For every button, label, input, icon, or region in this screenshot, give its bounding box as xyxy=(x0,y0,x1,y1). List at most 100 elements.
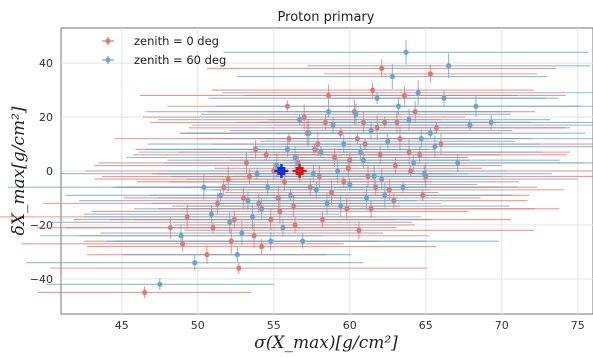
x-tick-label: 70 xyxy=(495,319,509,332)
legend-marker-zenith-60 xyxy=(105,57,111,63)
point-marker xyxy=(357,149,364,155)
data-point xyxy=(229,121,513,140)
point-marker xyxy=(178,233,184,239)
mean-marker xyxy=(292,164,307,178)
point-marker xyxy=(157,281,163,287)
tick-labels: 45 50 55 60 65 70 75 −40 −20 0 20 40 xyxy=(30,57,585,332)
data-point xyxy=(213,192,441,215)
point-marker xyxy=(473,103,479,109)
data-point xyxy=(83,204,340,224)
point-marker xyxy=(338,203,344,209)
point-marker xyxy=(208,211,215,217)
data-point xyxy=(26,255,364,271)
point-marker xyxy=(353,111,359,117)
data-point xyxy=(323,64,537,84)
point-marker xyxy=(284,146,291,153)
data-point xyxy=(158,113,441,126)
point-marker xyxy=(418,136,424,142)
mean-markers xyxy=(274,164,307,178)
point-marker xyxy=(328,189,335,196)
point-marker xyxy=(385,138,391,144)
data-point xyxy=(185,168,578,190)
legend-label-zenith-0: zenith = 0 deg xyxy=(134,34,219,48)
data-point xyxy=(200,103,511,126)
point-marker xyxy=(234,252,240,258)
data-point xyxy=(257,182,513,208)
y-tick-label: −40 xyxy=(30,273,53,286)
y-tick-label: 40 xyxy=(39,57,53,70)
data-point xyxy=(146,141,429,157)
point-marker xyxy=(259,206,265,212)
point-marker xyxy=(467,122,473,128)
data-point xyxy=(126,146,464,169)
point-marker xyxy=(488,119,494,126)
data-point xyxy=(275,127,586,140)
legend-entry-zenith-60: zenith = 60 deg xyxy=(102,53,226,67)
data-point xyxy=(211,82,534,98)
data-point xyxy=(202,180,431,200)
y-tick-label: 20 xyxy=(39,111,53,124)
data-point xyxy=(206,59,557,78)
data-point xyxy=(273,119,593,132)
legend: zenith = 0 deg zenith = 60 deg xyxy=(102,34,226,67)
point-marker xyxy=(280,225,286,231)
legend-label-zenith-60: zenith = 60 deg xyxy=(134,53,226,67)
data-point xyxy=(147,134,540,154)
data-point xyxy=(79,191,417,210)
x-tick-label: 65 xyxy=(419,319,433,332)
data-point xyxy=(47,211,413,234)
data-point xyxy=(296,164,552,183)
data-point xyxy=(307,53,590,79)
data-point xyxy=(214,159,483,178)
point-marker xyxy=(347,181,353,188)
point-marker xyxy=(277,208,283,215)
x-tick-label: 75 xyxy=(571,319,585,332)
legend-marker-zenith-0 xyxy=(105,38,111,44)
data-point xyxy=(168,218,397,237)
data-point xyxy=(223,39,589,65)
point-marker xyxy=(403,49,409,55)
data-point xyxy=(252,135,593,158)
data-point xyxy=(260,165,489,188)
point-marker xyxy=(400,184,406,190)
point-marker xyxy=(455,160,461,166)
point-marker xyxy=(341,141,347,147)
data-point xyxy=(50,262,428,275)
point-marker xyxy=(292,154,298,161)
data-point xyxy=(289,181,517,194)
point-marker xyxy=(345,165,351,171)
point-marker xyxy=(382,192,388,198)
data-point xyxy=(289,153,593,173)
point-marker xyxy=(415,90,421,96)
series-zenith-60 xyxy=(7,39,593,291)
x-tick-label: 60 xyxy=(343,319,357,332)
point-marker xyxy=(239,230,245,236)
point-marker xyxy=(319,216,326,223)
x-tick-label: 45 xyxy=(115,319,129,332)
point-marker xyxy=(341,179,347,185)
data-point xyxy=(175,217,416,233)
data-point xyxy=(225,129,593,148)
point-marker xyxy=(379,176,385,182)
x-tick-label: 55 xyxy=(267,319,281,332)
data-point xyxy=(330,90,559,106)
data-point xyxy=(167,152,560,168)
point-marker xyxy=(379,65,385,72)
data-point xyxy=(178,144,543,160)
point-marker xyxy=(446,63,452,69)
data-point xyxy=(133,197,390,220)
point-marker xyxy=(432,144,438,150)
y-tick-label: 0 xyxy=(46,165,53,178)
data-point xyxy=(348,95,593,118)
point-marker xyxy=(363,195,370,201)
legend-entry-zenith-0: zenith = 0 deg xyxy=(102,34,219,48)
data-point xyxy=(146,105,511,118)
point-marker xyxy=(301,114,307,120)
point-marker xyxy=(227,219,233,225)
point-marker xyxy=(236,265,242,271)
point-marker xyxy=(389,73,395,80)
point-marker xyxy=(192,260,198,266)
x-tick-label: 50 xyxy=(191,319,205,332)
point-marker xyxy=(370,87,376,93)
